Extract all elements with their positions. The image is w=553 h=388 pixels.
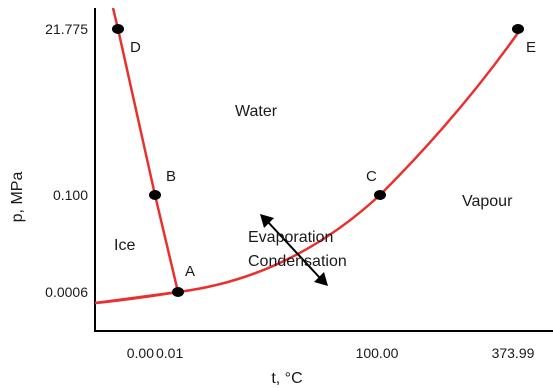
point-c	[374, 190, 386, 200]
point-label-a: A	[185, 263, 195, 280]
region-label-ice: Ice	[114, 237, 135, 254]
region-label-vapour: Vapour	[462, 193, 513, 210]
arrow-head-evaporation	[260, 214, 274, 228]
label-evaporation: Evaporation	[248, 229, 333, 246]
y-tick-label: 0.100	[53, 187, 88, 203]
point-label-b: B	[166, 168, 176, 185]
point-d	[112, 24, 124, 34]
melting-curve	[111, 7, 180, 293]
sublimation-curve	[94, 290, 179, 305]
point-label-d: D	[130, 39, 141, 56]
point-b	[149, 190, 161, 200]
evaporation-condensation-arrow	[267, 221, 321, 279]
x-tick-label: 0.00	[127, 345, 154, 361]
point-e	[512, 24, 524, 34]
y-tick-label: 21.775	[45, 21, 88, 37]
label-condensation: Condensation	[248, 253, 347, 270]
y-axis-label: p, MPa	[9, 172, 26, 223]
x-axis-label: t, °C	[271, 370, 302, 387]
y-tick-label: 0.0006	[45, 284, 88, 300]
region-label-water: Water	[235, 103, 278, 120]
x-tick-label: 100.00	[356, 345, 399, 361]
x-tick-label: 373.99	[492, 345, 535, 361]
x-tick-label: 0.01	[156, 345, 183, 361]
arrow-head-condensation	[314, 272, 328, 286]
point-label-e: E	[526, 39, 536, 56]
point-label-c: C	[366, 168, 377, 185]
point-a	[172, 287, 184, 297]
